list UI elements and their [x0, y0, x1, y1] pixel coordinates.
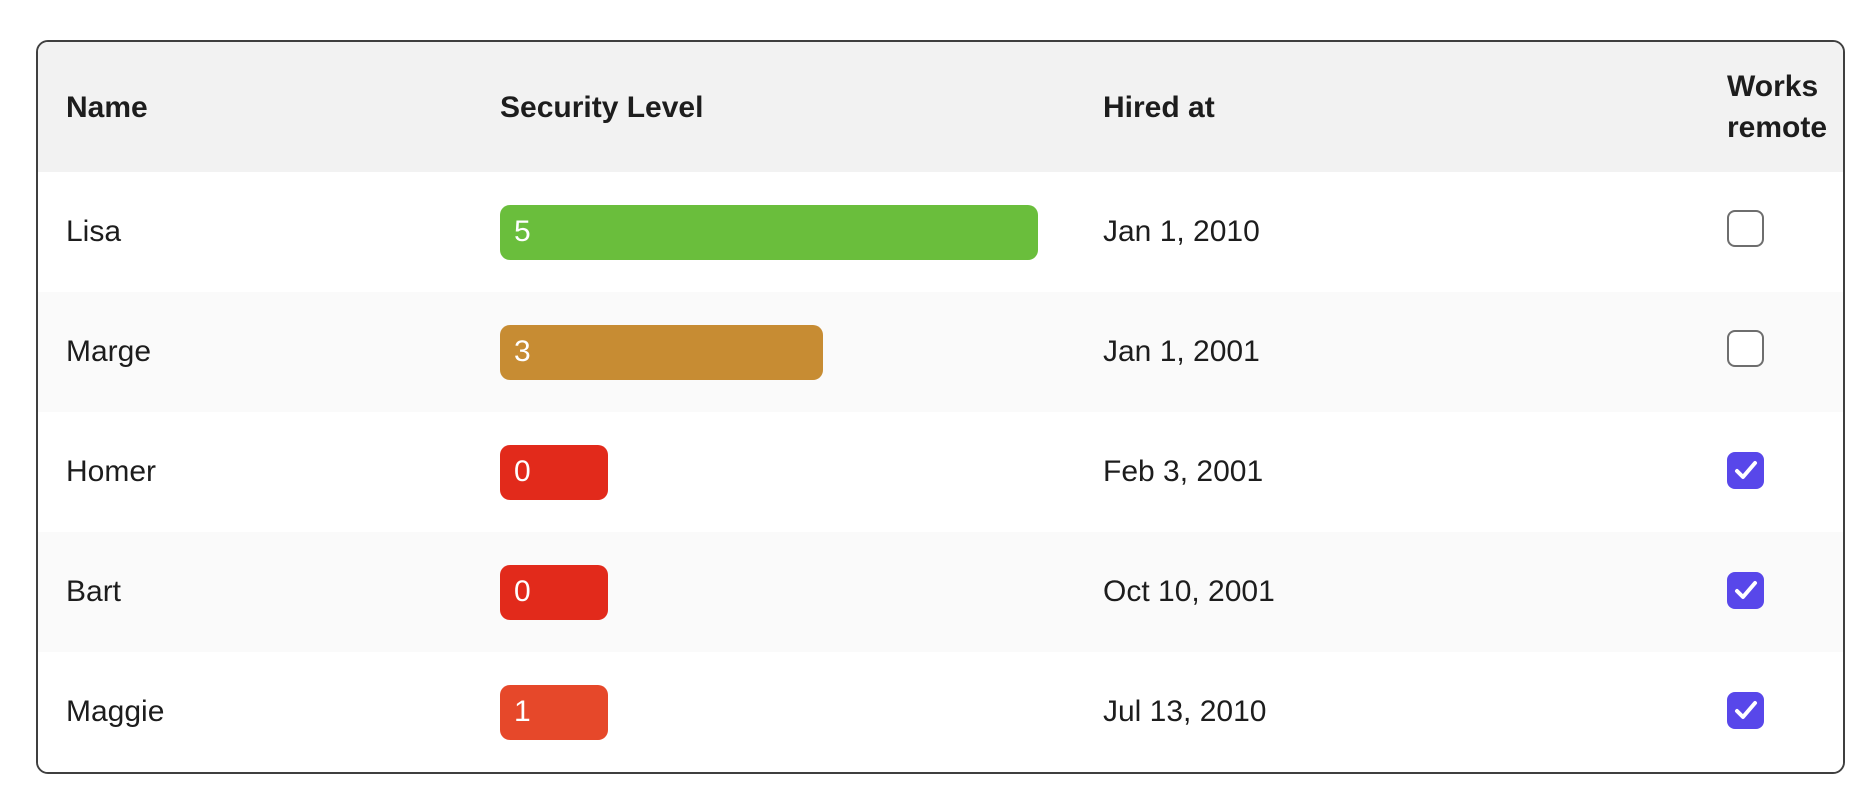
hired-at-cell: Feb 3, 2001	[1103, 455, 1264, 488]
hired-at-cell: Jan 1, 2010	[1103, 215, 1260, 248]
name-cell: Homer	[66, 455, 157, 488]
name-cell: Marge	[66, 335, 152, 368]
works-remote-checkbox[interactable]	[1727, 691, 1764, 729]
name-cell: Maggie	[66, 695, 165, 728]
works-remote-cell	[1699, 172, 1843, 292]
works-remote-checkbox[interactable]	[1727, 571, 1764, 609]
column-header-name: Name	[66, 90, 148, 124]
hired-at-cell: Jan 1, 2001	[1103, 335, 1260, 368]
table-row: Bart 0 Oct 10, 2001	[38, 532, 1843, 652]
employees-table: Name Security Level Hired at Works remot…	[38, 42, 1843, 772]
security-level-cell: 5	[472, 172, 1075, 292]
security-level-value: 1	[514, 695, 531, 728]
security-level-bar: 0	[500, 564, 608, 620]
works-remote-cell	[1699, 652, 1843, 772]
table-row: Marge 3 Jan 1, 2001	[38, 292, 1843, 412]
table-row: Maggie 1 Jul 13, 2010	[38, 652, 1843, 772]
checkmark-icon	[1734, 701, 1757, 720]
name-cell: Bart	[66, 575, 122, 608]
security-level-cell: 0	[472, 532, 1075, 652]
works-remote-checkbox[interactable]	[1727, 329, 1764, 367]
name-cell: Lisa	[66, 215, 122, 248]
works-remote-cell	[1699, 412, 1843, 532]
hired-at-cell: Jul 13, 2010	[1103, 695, 1267, 728]
table-header-row: Name Security Level Hired at Works remot…	[38, 42, 1843, 172]
security-level-value: 0	[514, 455, 531, 488]
security-level-bar: 0	[500, 444, 608, 500]
security-level-bar: 5	[500, 204, 1038, 260]
hired-at-cell: Oct 10, 2001	[1103, 575, 1275, 608]
column-header-security-level: Security Level	[500, 90, 704, 124]
security-level-bar: 3	[500, 324, 823, 380]
security-level-value: 0	[514, 575, 531, 608]
checkmark-icon	[1734, 461, 1757, 480]
works-remote-checkbox[interactable]	[1727, 451, 1764, 489]
works-remote-cell	[1699, 292, 1843, 412]
security-level-bar: 1	[500, 684, 608, 740]
column-header-hired-at: Hired at	[1103, 90, 1215, 124]
works-remote-cell	[1699, 532, 1843, 652]
table-row: Lisa 5 Jan 1, 2010	[38, 172, 1843, 292]
checkmark-icon	[1734, 581, 1757, 600]
security-level-cell: 0	[472, 412, 1075, 532]
security-level-value: 3	[514, 335, 531, 368]
security-level-cell: 1	[472, 652, 1075, 772]
employees-table-card: Name Security Level Hired at Works remot…	[36, 40, 1845, 774]
works-remote-checkbox[interactable]	[1727, 209, 1764, 247]
security-level-cell: 3	[472, 292, 1075, 412]
column-header-works-remote: Works remote	[1727, 70, 1828, 144]
table-row: Homer 0 Feb 3, 2001	[38, 412, 1843, 532]
security-level-value: 5	[514, 215, 531, 248]
